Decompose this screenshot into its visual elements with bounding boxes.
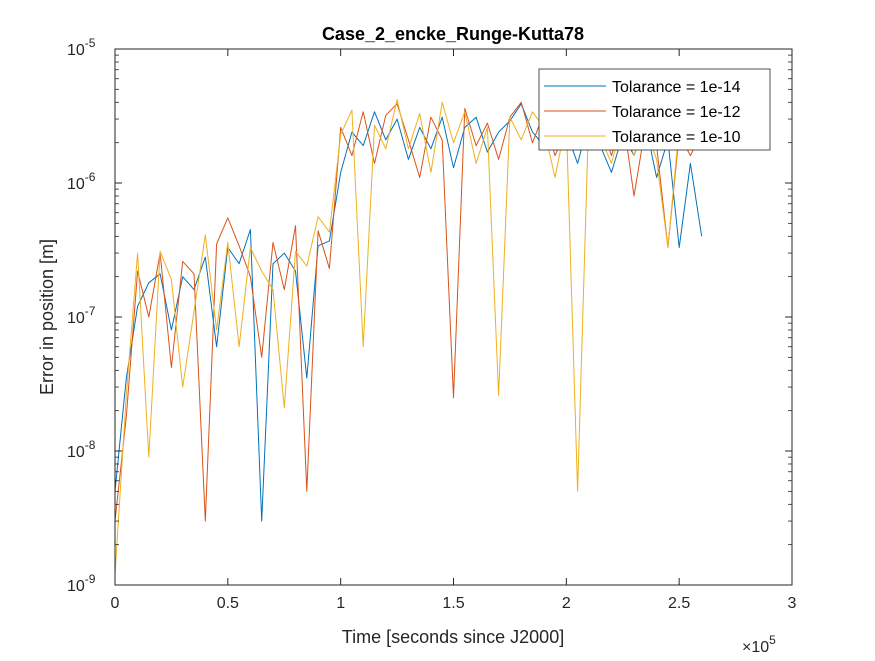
x-tick-label: 2.5 xyxy=(668,595,690,612)
y-tick-base: 10 xyxy=(67,42,85,59)
y-tick-exponent: -9 xyxy=(85,572,96,586)
x-exponent-power: 5 xyxy=(769,633,776,647)
y-tick-base: 10 xyxy=(67,176,85,193)
y-tick-label: 10-6 xyxy=(67,170,96,193)
y-tick-label: 10-9 xyxy=(67,572,96,595)
y-tick-exponent: -5 xyxy=(85,36,96,50)
legend-items: Tolarance = 1e-14 Tolarance = 1e-12 Tolara… xyxy=(544,79,741,146)
y-axis-ticks: 10-910-810-710-610-5 xyxy=(67,36,792,595)
legend-label-3: Tolarance = 1e-10 xyxy=(612,129,741,146)
x-tick-label: 1.5 xyxy=(442,595,464,612)
y-tick-exponent: -8 xyxy=(85,438,96,452)
x-axis-ticks: 0 0.5 1 1.5 2 2.5 3 xyxy=(111,49,797,612)
y-tick-label: 10-7 xyxy=(67,304,96,327)
x-exponent-base: ×10 xyxy=(742,639,769,656)
x-tick-label: 3 xyxy=(788,595,797,612)
x-tick-label: 1 xyxy=(336,595,345,612)
y-tick-exponent: -6 xyxy=(85,170,96,184)
x-axis-exponent-label: ×105 xyxy=(742,633,776,656)
legend-label-2: Tolarance = 1e-12 xyxy=(612,104,741,121)
series-line-1 xyxy=(114,103,703,522)
x-tick-label: 0 xyxy=(111,595,120,612)
y-tick-exponent: -7 xyxy=(85,304,96,318)
y-tick-base: 10 xyxy=(67,444,85,461)
x-tick-label: 2 xyxy=(562,595,571,612)
y-axis-label: Error in position [m] xyxy=(37,239,57,395)
x-axis-label: Time [seconds since J2000] xyxy=(342,627,564,647)
x-tick-label: 0.5 xyxy=(217,595,239,612)
y-tick-label: 10-8 xyxy=(67,438,96,461)
y-tick-base: 10 xyxy=(67,310,85,327)
legend-label-1: Tolarance = 1e-14 xyxy=(612,79,741,96)
y-tick-base: 10 xyxy=(67,578,85,595)
chart-title: Case_2_encke_Runge-Kutta78 xyxy=(322,24,584,44)
legend: Tolarance = 1e-14 Tolarance = 1e-12 Tolara… xyxy=(538,68,771,151)
y-tick-label: 10-5 xyxy=(67,36,96,59)
